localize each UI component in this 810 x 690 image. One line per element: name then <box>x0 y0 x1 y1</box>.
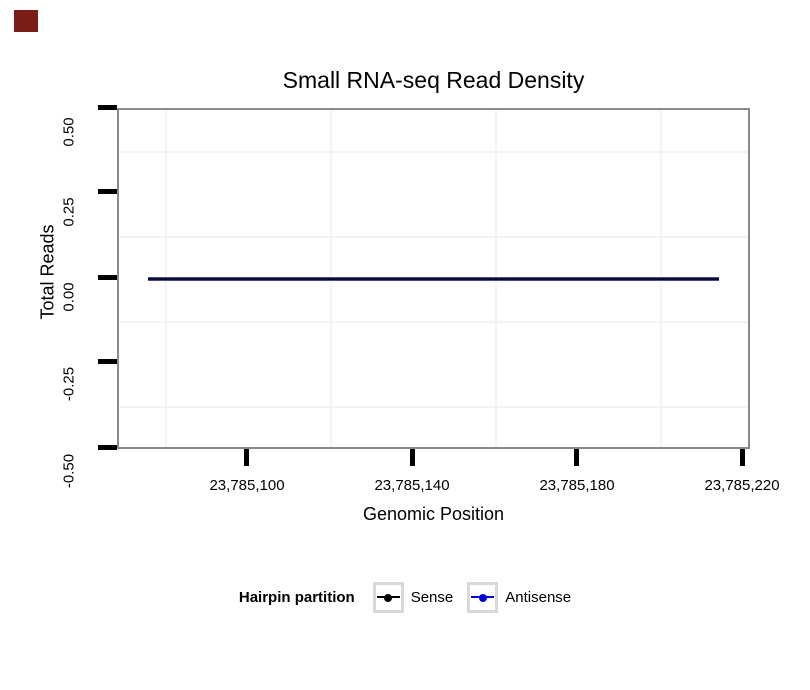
y-tick-label: 0.50 <box>60 117 78 147</box>
x-axis-title: Genomic Position <box>362 504 505 524</box>
plot-title: Small RNA-seq Read Density <box>282 67 585 93</box>
y-axis-title: Total Reads <box>37 224 58 320</box>
legend-label-sense: Sense <box>410 589 454 606</box>
y-tick-label: -0.50 <box>60 453 78 489</box>
antisense-point-icon <box>478 593 487 602</box>
sense-point-icon <box>384 593 393 602</box>
y-axis-tick <box>98 359 117 364</box>
x-tick-label: 23,785,100 <box>209 477 285 494</box>
red-marker-square <box>14 10 38 32</box>
y-tick-label: 0.00 <box>60 282 78 312</box>
plot-panel <box>117 108 750 449</box>
y-axis-tick <box>98 105 117 110</box>
y-tick-label: 0.25 <box>60 197 78 227</box>
x-axis-tick <box>410 449 415 466</box>
legend-title: Hairpin partition <box>238 589 355 606</box>
gridline-horizontal <box>119 406 748 408</box>
x-axis-tick <box>740 449 745 466</box>
legend: Hairpin partition Sense Antisense <box>0 582 810 613</box>
x-tick-label: 23,785,220 <box>704 477 780 494</box>
x-axis-tick <box>244 449 249 466</box>
gridline-horizontal <box>119 236 748 238</box>
x-axis-tick <box>574 449 579 466</box>
x-tick-label: 23,785,180 <box>539 477 615 494</box>
legend-label-antisense: Antisense <box>505 589 572 606</box>
density-line <box>147 276 720 281</box>
y-axis-tick <box>98 189 117 194</box>
y-tick-label: -0.25 <box>60 366 78 402</box>
gridline-horizontal <box>119 321 748 323</box>
gridline-horizontal <box>119 151 748 153</box>
y-axis-tick <box>98 275 117 280</box>
y-axis-tick <box>98 445 117 450</box>
x-tick-label: 23,785,140 <box>374 477 450 494</box>
legend-key-box-sense <box>372 582 404 613</box>
legend-key-box-antisense <box>467 582 499 613</box>
